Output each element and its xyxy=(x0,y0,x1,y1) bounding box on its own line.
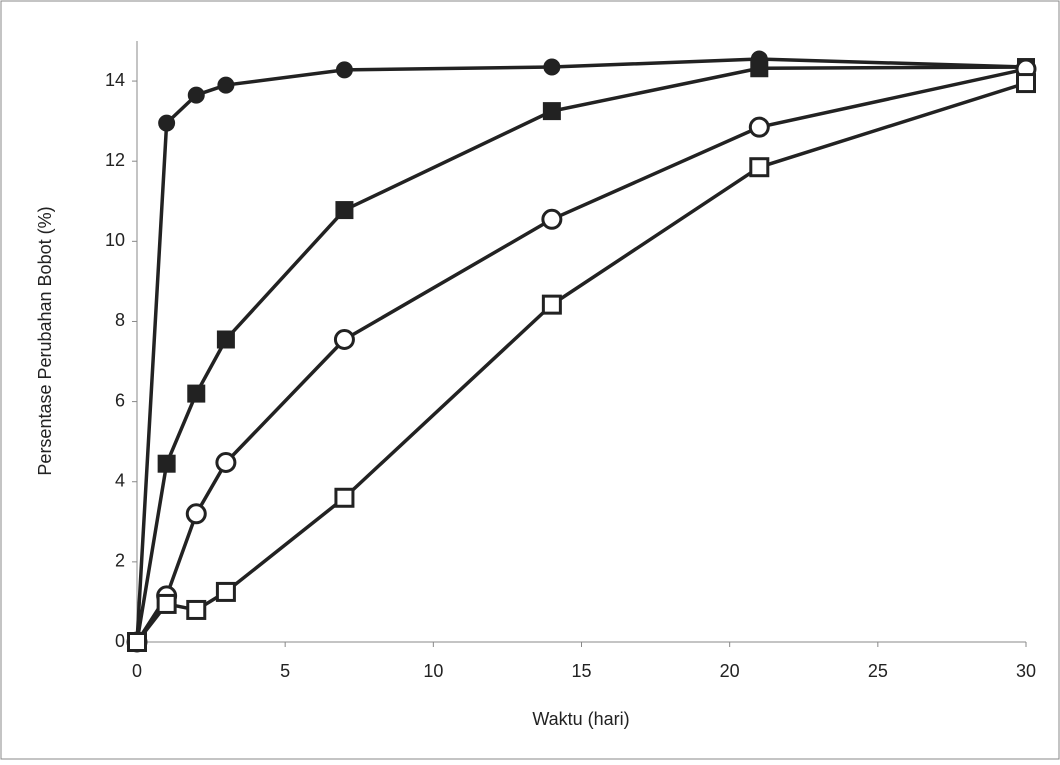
page: {"chart_data": {"type": "line", "x_label… xyxy=(0,0,1060,765)
point xyxy=(544,59,560,75)
point xyxy=(158,455,175,472)
y-tick-label: 4 xyxy=(115,470,125,490)
point xyxy=(217,454,235,472)
x-tick-label: 5 xyxy=(280,661,290,681)
point xyxy=(218,77,234,93)
point xyxy=(217,331,234,348)
y-tick-label: 10 xyxy=(105,230,125,250)
x-axis-label: Waktu (hari) xyxy=(532,709,629,729)
point xyxy=(336,62,352,78)
point xyxy=(1018,75,1035,92)
y-axis-label: Persentase Perubahan Bobot (%) xyxy=(35,206,55,475)
x-tick-label: 30 xyxy=(1016,661,1036,681)
y-tick-label: 0 xyxy=(115,631,125,651)
point xyxy=(335,330,353,348)
point xyxy=(543,296,560,313)
point xyxy=(188,385,205,402)
point xyxy=(750,118,768,136)
point xyxy=(336,489,353,506)
point xyxy=(543,210,561,228)
x-tick-label: 20 xyxy=(720,661,740,681)
point xyxy=(217,583,234,600)
point xyxy=(543,103,560,120)
point xyxy=(751,159,768,176)
y-tick-label: 14 xyxy=(105,70,125,90)
point xyxy=(129,634,146,651)
point xyxy=(188,601,205,618)
point xyxy=(336,202,353,219)
x-tick-label: 15 xyxy=(571,661,591,681)
chart-frame xyxy=(1,1,1059,759)
y-tick-label: 6 xyxy=(115,390,125,410)
x-tick-label: 10 xyxy=(423,661,443,681)
x-tick-label: 25 xyxy=(868,661,888,681)
point xyxy=(751,60,768,77)
point xyxy=(158,595,175,612)
point xyxy=(159,115,175,131)
point xyxy=(187,505,205,523)
point xyxy=(188,87,204,103)
chart: Waktu (hari) Persentase Perubahan Bobot … xyxy=(0,0,1060,760)
y-tick-label: 8 xyxy=(115,310,125,330)
x-tick-label: 0 xyxy=(132,661,142,681)
y-tick-label: 12 xyxy=(105,150,125,170)
y-tick-label: 2 xyxy=(115,551,125,571)
